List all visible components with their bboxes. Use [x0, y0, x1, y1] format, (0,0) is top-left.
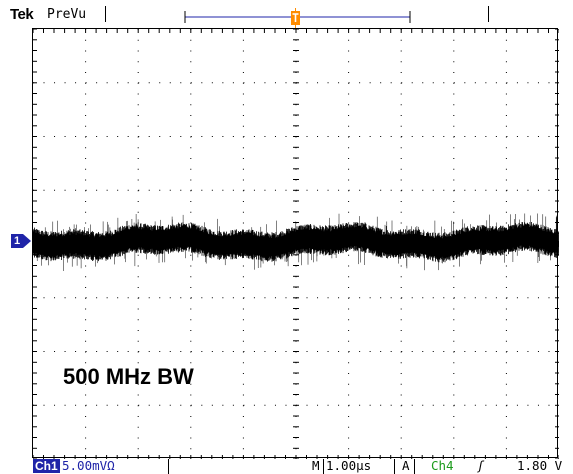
- trigger-source: Ch4: [431, 458, 454, 473]
- status-bar: Ch1 5.00mVΩ M 1.00µs A Ch4 ʃ 1.80 V: [0, 458, 573, 474]
- channel-marker-label: 1: [13, 235, 21, 247]
- status-divider: [414, 459, 415, 474]
- status-divider: [168, 459, 169, 474]
- brand-logo: Tek: [10, 6, 34, 23]
- acquisition-state: PreVu: [47, 7, 87, 22]
- waveform-display[interactable]: [32, 28, 559, 459]
- top-divider: [488, 6, 489, 22]
- status-divider: [394, 459, 395, 474]
- trigger-position-icon: [291, 8, 300, 28]
- channel-marker-arrow-icon: [11, 234, 31, 248]
- channel-1-label[interactable]: Ch1: [33, 459, 60, 473]
- horizontal-scale: 1.00µs: [326, 458, 372, 473]
- channel-1-marker[interactable]: 1: [11, 233, 33, 249]
- status-divider: [323, 459, 324, 474]
- acquire-mode: A: [402, 458, 410, 473]
- channel-1-scale: 5.00mVΩ: [62, 458, 115, 473]
- bandwidth-annotation: 500 MHz BW: [63, 364, 194, 389]
- timebase-prefix: M: [312, 458, 320, 473]
- top-divider: [105, 6, 106, 22]
- channel-1-waveform: [33, 213, 559, 271]
- top-bar: Tek PreVu: [0, 0, 573, 28]
- record-position-bracket: [184, 11, 411, 23]
- trigger-slope-icon: ʃ: [477, 458, 485, 473]
- trigger-level: 1.80 V: [517, 458, 563, 473]
